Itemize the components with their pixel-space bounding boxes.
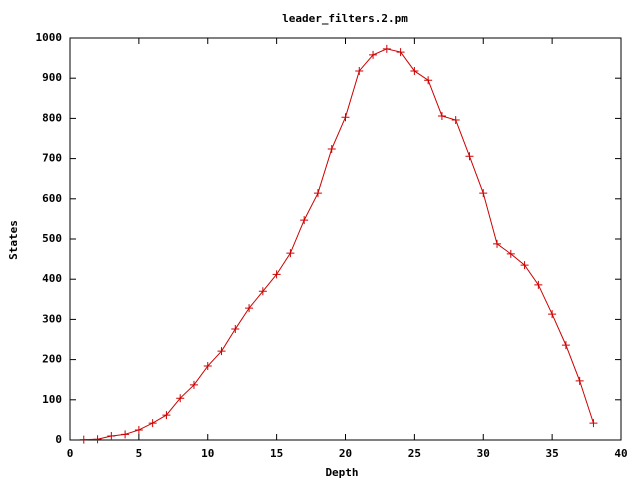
- y-tick-label: 900: [42, 71, 62, 84]
- point-marker: [451, 116, 460, 125]
- point-marker: [465, 152, 474, 161]
- x-tick-label: 15: [270, 447, 283, 460]
- x-tick-label: 0: [67, 447, 74, 460]
- point-marker: [479, 189, 488, 198]
- point-marker: [203, 362, 212, 371]
- y-tick-label: 1000: [36, 31, 63, 44]
- point-marker: [217, 347, 226, 356]
- point-marker: [534, 280, 543, 289]
- point-marker: [93, 435, 102, 444]
- point-marker: [231, 325, 240, 334]
- point-marker: [437, 111, 446, 120]
- point-marker: [327, 144, 336, 153]
- y-axis-label: States: [7, 220, 20, 260]
- point-marker: [424, 76, 433, 85]
- x-tick-label: 30: [477, 447, 490, 460]
- series-line: [83, 48, 594, 441]
- y-tick-label: 400: [42, 272, 62, 285]
- point-marker: [189, 380, 198, 389]
- point-marker: [79, 435, 88, 444]
- point-marker: [121, 430, 130, 439]
- point-marker: [176, 394, 185, 403]
- point-marker: [493, 239, 502, 248]
- point-marker: [506, 249, 515, 258]
- point-marker: [410, 66, 419, 75]
- x-tick-label: 20: [339, 447, 352, 460]
- point-marker: [286, 249, 295, 258]
- x-tick-label: 35: [546, 447, 559, 460]
- point-marker: [313, 189, 322, 198]
- point-marker: [369, 50, 378, 59]
- point-marker: [341, 113, 350, 122]
- x-tick-label: 40: [614, 447, 627, 460]
- point-marker: [382, 44, 391, 53]
- point-marker: [258, 287, 267, 296]
- y-tick-label: 700: [42, 152, 62, 165]
- x-tick-label: 10: [201, 447, 214, 460]
- point-marker: [134, 425, 143, 434]
- y-tick-label: 0: [55, 433, 62, 446]
- point-marker: [589, 419, 598, 428]
- point-marker: [355, 66, 364, 75]
- y-tick-label: 300: [42, 312, 62, 325]
- point-marker: [561, 341, 570, 350]
- y-tick-label: 100: [42, 393, 62, 406]
- y-tick-label: 600: [42, 192, 62, 205]
- point-marker: [520, 261, 529, 270]
- point-marker: [396, 48, 405, 57]
- x-tick-label: 25: [408, 447, 421, 460]
- y-tick-label: 800: [42, 111, 62, 124]
- x-tick-label: 5: [136, 447, 143, 460]
- point-marker: [162, 411, 171, 420]
- point-marker: [272, 270, 281, 279]
- point-marker: [245, 304, 254, 313]
- point-marker: [300, 216, 309, 225]
- point-marker: [107, 431, 116, 440]
- y-tick-label: 200: [42, 353, 62, 366]
- y-tick-label: 500: [42, 232, 62, 245]
- chart-title: leader_filters.2.pm: [282, 12, 408, 25]
- point-marker: [548, 310, 557, 319]
- point-marker: [575, 376, 584, 385]
- x-axis-label: Depth: [325, 466, 358, 479]
- point-marker: [148, 419, 157, 428]
